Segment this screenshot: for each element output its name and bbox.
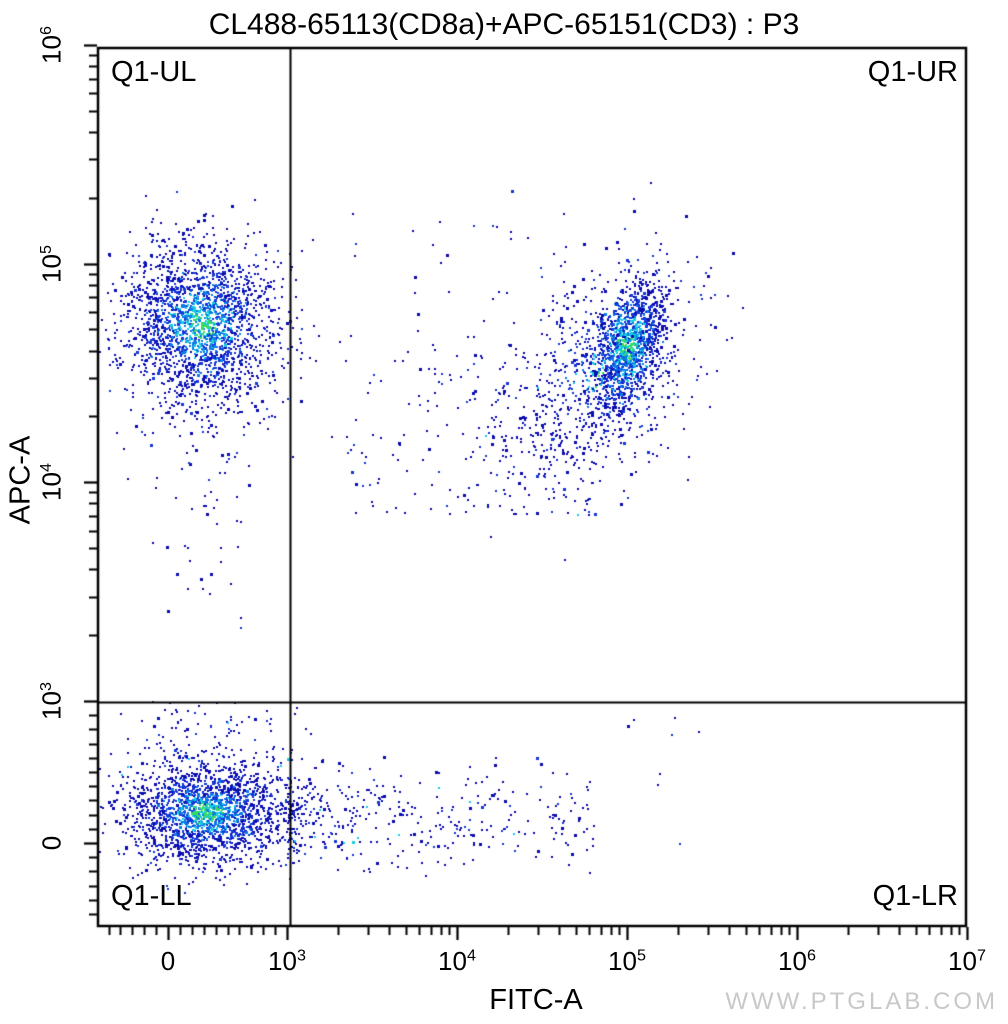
x-tick-label: 106: [778, 946, 816, 976]
x-tick-label: 105: [608, 946, 646, 976]
x-axis-label: FITC-A: [489, 984, 583, 1016]
y-tick-label: 106: [36, 25, 67, 64]
x-tick-label: 104: [438, 946, 476, 976]
quadrant-label-q1-lr: Q1-LR: [872, 880, 958, 912]
quadrant-label-q1-ur: Q1-UR: [867, 56, 958, 88]
plot-title: CL488-65113(CD8a)+APC-65151(CD3) : P3: [208, 8, 800, 41]
y-tick-label: 105: [36, 244, 67, 283]
y-tick-label: 104: [36, 463, 67, 502]
x-tick-label: 0: [160, 946, 176, 976]
y-tick-label: 103: [36, 682, 67, 720]
quadrant-label-q1-ul: Q1-UL: [111, 56, 197, 88]
y-tick-label: 0: [36, 835, 67, 851]
x-tick-label: 103: [268, 946, 306, 976]
watermark: WWW.PTGLAB.COM: [725, 988, 998, 1015]
x-tick-label: 107: [948, 946, 986, 976]
quadrant-label-q1-ll: Q1-LL: [111, 880, 192, 912]
y-axis-label: APC-A: [4, 435, 37, 525]
